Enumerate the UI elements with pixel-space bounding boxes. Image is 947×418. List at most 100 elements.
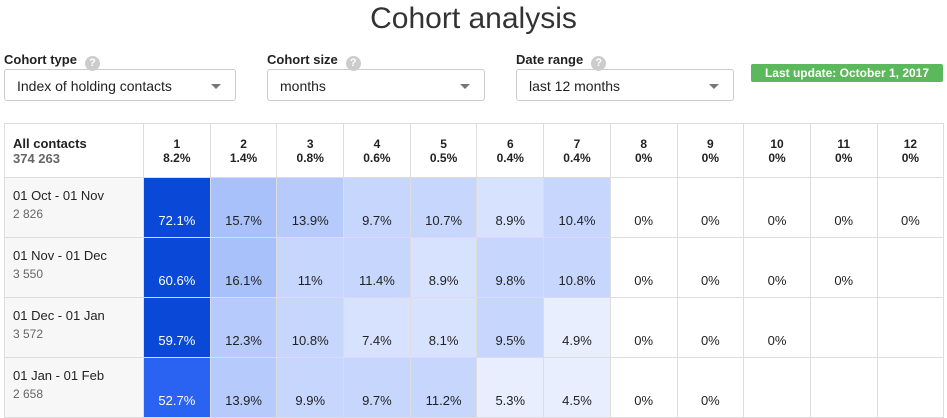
cohort-cell: 0% (743, 297, 811, 358)
row-header: 01 Nov - 01 Dec 3 550 (4, 237, 144, 298)
column-total: 0% (835, 150, 853, 165)
column-label: 6 (506, 136, 514, 151)
cohort-cell: 5.3% (476, 357, 545, 418)
help-icon[interactable]: ? (84, 56, 100, 71)
column-total: 0.4% (563, 150, 591, 165)
row-header: 01 Oct - 01 Nov 2 826 (4, 177, 144, 238)
column-total: 0% (701, 150, 720, 165)
empty-cell (876, 297, 945, 358)
column-header: 4 0.6% (343, 123, 411, 178)
cohort-cell: 8.9% (409, 237, 478, 298)
column-header: 5 0.5% (409, 123, 478, 178)
cohort-cell: 8.9% (476, 177, 545, 238)
cohort-cell: 10.4% (543, 177, 611, 238)
help-icon[interactable]: ? (591, 56, 607, 71)
control-label-row: Date range? (516, 52, 734, 71)
column-label: 9 (707, 136, 714, 151)
control-label: Cohort type (4, 52, 77, 67)
column-total: 0% (768, 150, 786, 165)
column-total: 0.6% (363, 150, 391, 165)
row-label: 01 Oct - 01 Nov (13, 188, 105, 203)
cohort-cell: 0% (609, 297, 678, 358)
empty-cell (809, 297, 878, 358)
header-row: All contacts 374 263 1 8.2% 2 1.4% 3 0.8% 4 0.6% 5… (4, 123, 945, 178)
column-header: 10 0% (743, 123, 811, 178)
column-total: 0% (901, 150, 920, 165)
column-header: 7 0.4% (543, 123, 611, 178)
cohort-cell: 10.7% (409, 177, 478, 238)
cohort-cell: 0% (809, 237, 878, 298)
cohort-row: 01 Nov - 01 Dec 3 550 60.6% 16.1% 11% 11.4% 8.… (4, 237, 945, 298)
cohort-cell: 0% (876, 177, 945, 238)
cohort-cell: 0% (809, 177, 878, 238)
dropdown[interactable]: months (267, 69, 485, 101)
cohort-cell: 9.5% (476, 297, 545, 358)
row-count: 2 826 (13, 207, 44, 221)
cohort-cell: 0% (743, 237, 811, 298)
cohort-cell: 0% (609, 357, 678, 418)
column-label: 10 (770, 136, 784, 151)
cohort-cell: 0% (676, 357, 745, 418)
column-label: 11 (837, 136, 851, 151)
cohort-cell: 60.6% (143, 237, 211, 298)
page-title: Cohort analysis (370, 2, 577, 35)
cohort-row: 01 Dec - 01 Jan 3 572 59.7% 12.3% 10.8% 7.4% 8… (4, 297, 945, 358)
cohort-cell: 9.9% (276, 357, 345, 418)
control-label-row: Cohort size? (267, 52, 485, 71)
column-total: 0.8% (296, 150, 324, 165)
column-total: 0% (634, 150, 653, 165)
dropdown[interactable]: Index of holding contacts (4, 69, 236, 101)
column-header: 6 0.4% (476, 123, 545, 178)
cohort-cell: 4.9% (543, 297, 611, 358)
control-label: Cohort size (267, 52, 338, 67)
control: Cohort size? months (267, 52, 485, 101)
corner-cell: All contacts 374 263 (4, 123, 144, 178)
column-header: 12 0% (876, 123, 945, 178)
column-label: 5 (440, 136, 447, 151)
control-label-row: Cohort type? (4, 52, 236, 71)
dropdown[interactable]: last 12 months (516, 69, 734, 101)
cohort-cell: 0% (676, 297, 745, 358)
column-total: 1.4% (229, 150, 258, 165)
cohort-cell: 15.7% (209, 177, 278, 238)
row-count: 2 658 (13, 387, 44, 401)
cohort-cell: 16.1% (209, 237, 278, 298)
cohort-cell: 0% (676, 177, 745, 238)
column-header: 11 0% (809, 123, 878, 178)
column-header: 3 0.8% (276, 123, 345, 178)
column-header: 9 0% (676, 123, 745, 178)
cohort-cell: 13.9% (209, 357, 278, 418)
corner-count: 374 263 (13, 150, 60, 166)
cohort-cell: 11.4% (343, 237, 411, 298)
cohort-cell: 8.1% (409, 297, 478, 358)
cohort-cell: 59.7% (143, 297, 211, 358)
column-label: 8 (640, 136, 647, 151)
cohort-cell: 0% (609, 177, 678, 238)
cohort-cell: 52.7% (143, 357, 211, 418)
empty-cell (809, 357, 878, 418)
column-label: 4 (373, 136, 381, 151)
cohort-cell: 0% (609, 237, 678, 298)
cohort-row: 01 Jan - 01 Feb 2 658 52.7% 13.9% 9.9% 9.7% 11… (4, 357, 945, 418)
row-label: 01 Nov - 01 Dec (13, 248, 107, 263)
cohort-cell: 7.4% (343, 297, 411, 358)
column-label: 12 (903, 136, 918, 151)
column-total: 0.4% (496, 150, 524, 165)
control: Date range? last 12 months (516, 52, 734, 101)
cohort-table: All contacts 374 263 1 8.2% 2 1.4% 3 0.8% 4 0.6% 5… (4, 123, 945, 418)
cohort-cell: 0% (743, 177, 811, 238)
cohort-cell: 11% (276, 237, 345, 298)
column-label: 3 (306, 136, 314, 151)
column-label: 1 (173, 136, 181, 151)
cohort-cell: 12.3% (209, 297, 278, 358)
control: Cohort type? Index of holding contacts (4, 52, 236, 101)
cohort-cell: 10.8% (276, 297, 345, 358)
cohort-cell: 11.2% (409, 357, 478, 418)
column-label: 7 (573, 136, 581, 151)
empty-cell (876, 357, 945, 418)
help-icon[interactable]: ? (345, 56, 361, 71)
cohort-cell: 4.5% (543, 357, 611, 418)
row-label: 01 Jan - 01 Feb (13, 368, 105, 383)
empty-cell (743, 357, 811, 418)
